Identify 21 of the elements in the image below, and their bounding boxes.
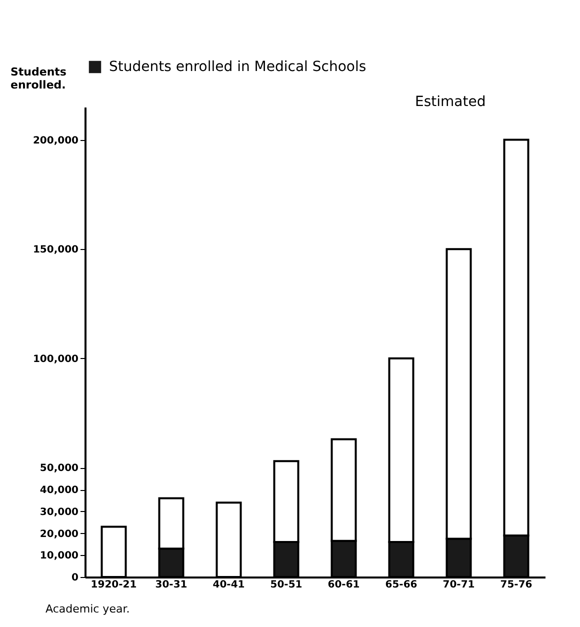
y-tick-label: 10,000	[40, 550, 79, 562]
y-tick-label: 0	[72, 572, 79, 584]
y-tick-label: 30,000	[40, 506, 79, 518]
x-tick-label: 1920-21	[90, 580, 137, 590]
x-tick-label: 70-71	[442, 580, 475, 590]
x-tick-label: 40-41	[212, 580, 245, 590]
y-axis-title: Students enrolled.	[10, 66, 67, 92]
y-tick-label: 40,000	[40, 485, 79, 496]
y-tick-label: 200,000	[32, 135, 79, 146]
x-tick-label: 75-76	[500, 580, 532, 590]
x-axis-title: Academic year.	[46, 602, 130, 616]
annotation: Estimated	[415, 94, 486, 110]
legend-label: Students enrolled in Medical Schools	[109, 59, 366, 75]
y-tick-label: 150,000	[32, 244, 79, 256]
y-tick-label: 50,000	[40, 463, 79, 474]
y-tick-label: 20,000	[40, 528, 79, 540]
x-tick-label: 30-31	[155, 580, 188, 590]
x-tick-label: 65-66	[385, 580, 418, 590]
y-tick-label: 100,000	[32, 354, 79, 365]
x-tick-label: 50-51	[270, 580, 302, 590]
x-tick-label: 60-61	[328, 580, 360, 590]
